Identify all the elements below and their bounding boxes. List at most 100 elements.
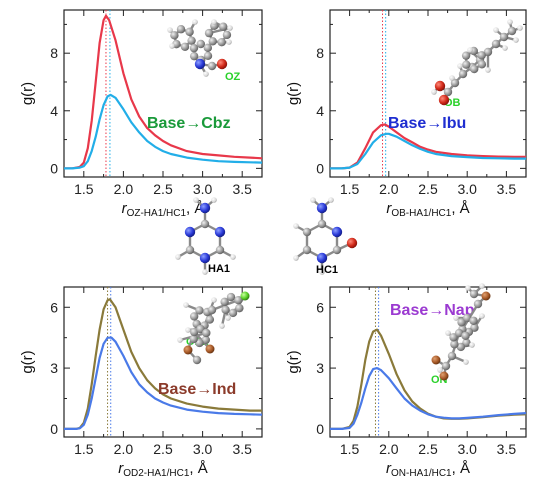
molecule-atom (185, 327, 191, 333)
molecule-ibu-image (431, 19, 523, 106)
molecule-atom (293, 223, 299, 229)
y-tick-label: 3 (50, 360, 58, 376)
molecule-atom (199, 202, 211, 214)
x-tick-label: 1.5 (74, 181, 94, 197)
molecule-atom (477, 60, 487, 69)
x-tick-label: 2.5 (418, 441, 438, 457)
molecule-atom (456, 342, 466, 352)
molecule-atom (449, 75, 455, 81)
molecule-atom (454, 328, 464, 338)
molecule-atom (228, 308, 238, 318)
x-tick-label: 3.0 (193, 441, 213, 457)
molecule-atom (473, 299, 483, 309)
molecule-atom (167, 27, 173, 33)
molecule-atom (201, 335, 210, 345)
atom-label: OZ (225, 71, 241, 83)
molecule-atom (199, 252, 211, 264)
molecule-atom (431, 355, 441, 365)
molecule-atom (177, 337, 183, 343)
molecule-atom (180, 42, 190, 51)
molecule-atom (187, 36, 196, 45)
molecule-atom (434, 80, 446, 92)
molecule-atom (513, 37, 519, 43)
molecule-atom (462, 60, 471, 69)
molecule-atom (235, 303, 244, 313)
x-tick-label: 3.5 (497, 441, 517, 457)
molecule-atom (470, 64, 479, 74)
panel-title: Base→Cbz (147, 115, 231, 132)
molecule-atom (485, 67, 491, 73)
molecule-atom (202, 269, 208, 275)
x-axis-label: rOZ-HA1/HC1, Å (122, 200, 205, 219)
rdf-series-line (64, 336, 263, 430)
x-axis-label-main: r (118, 460, 124, 477)
molecule-atom (207, 61, 217, 71)
panel-title: Base→Ibu (388, 115, 466, 132)
x-tick-label: 3.0 (457, 181, 477, 197)
molecule-atom (205, 315, 215, 324)
x-tick-label: 1.5 (340, 441, 360, 457)
y-tick-label: 0 (50, 421, 58, 437)
molecule-atom (169, 43, 175, 49)
panel-base-cbz: 1.5 2.0 2.5 3.0 3.5 0 4 8 g(r) rOZ-HA1/HC1, Å Base… (19, 9, 263, 219)
molecule-atom (217, 38, 226, 47)
molecule-atom (175, 254, 181, 260)
x-axis-label-main: r (122, 200, 128, 217)
x-axis-label: rOD2-HA1/HC1, Å (118, 460, 207, 479)
molecule-atom (332, 245, 342, 255)
molecule-atom (439, 371, 449, 381)
molecule-atom (214, 226, 226, 238)
molecule-atom (317, 219, 327, 229)
x-tick-label: 3.0 (193, 181, 213, 197)
molecule-atom (208, 37, 217, 46)
molecule-atom (458, 69, 468, 79)
molecule-atom (192, 355, 202, 365)
y-tick-label: 6 (50, 299, 58, 315)
molecule-atom (221, 305, 230, 315)
y-tick-label: 8 (50, 45, 58, 61)
molecule-ind-image (177, 291, 250, 365)
y-tick-label: 4 (316, 103, 324, 119)
molecule-atom (185, 27, 194, 37)
molecule-atom (517, 25, 523, 31)
molecule-atom (194, 58, 206, 70)
molecule-atom (203, 43, 213, 53)
molecule-atom (302, 245, 312, 255)
molecule-atom (450, 78, 460, 88)
molecule-atom (240, 291, 250, 301)
molecule-left-label: HA1 (208, 263, 230, 275)
molecule-atom (437, 367, 443, 373)
molecule-atom (293, 255, 299, 261)
x-tick-label: 2.0 (114, 181, 134, 197)
molecule-atom (226, 292, 236, 302)
y-axis-label: g(r) (285, 82, 302, 105)
x-tick-label: 2.0 (114, 441, 134, 457)
molecule-atom (189, 43, 199, 53)
panel-base-ind: 1.5 2.0 2.5 3.0 3.5 0 3 6 g(r) rOD2-HA1/HC1, Å Bas… (19, 286, 263, 479)
y-tick-label: 0 (50, 160, 58, 176)
x-axis-label: rON-HA1/HC1, Å (386, 460, 470, 479)
molecule-atom (211, 19, 217, 25)
x-axis-label-main: r (386, 460, 392, 477)
x-axis-label-sub: OB-HA1/HC1 (391, 208, 451, 219)
molecule-atom (211, 197, 217, 203)
panel-title: Base→Ind (158, 381, 236, 398)
molecule-atom (481, 291, 491, 301)
x-tick-label: 2.5 (418, 181, 438, 197)
y-axis-label: g(r) (19, 82, 36, 105)
x-axis-label-sub: ON-HA1/HC1 (391, 468, 452, 479)
molecule-atom (183, 345, 193, 355)
molecule-cbz-image (167, 19, 233, 77)
molecule-atom (211, 297, 217, 303)
molecule-atom (477, 51, 486, 60)
panel-title: Base→Nap (390, 302, 475, 319)
y-axis-label: g(r) (285, 350, 302, 373)
molecule-atom (170, 31, 179, 40)
molecule-atom (184, 226, 196, 238)
molecule-atom (346, 237, 358, 249)
molecule-atom (462, 313, 472, 323)
y-tick-label: 6 (316, 299, 324, 315)
x-tick-label: 3.0 (457, 441, 477, 457)
x-axis-label: rOB-HA1/HC1, Å (386, 200, 469, 219)
